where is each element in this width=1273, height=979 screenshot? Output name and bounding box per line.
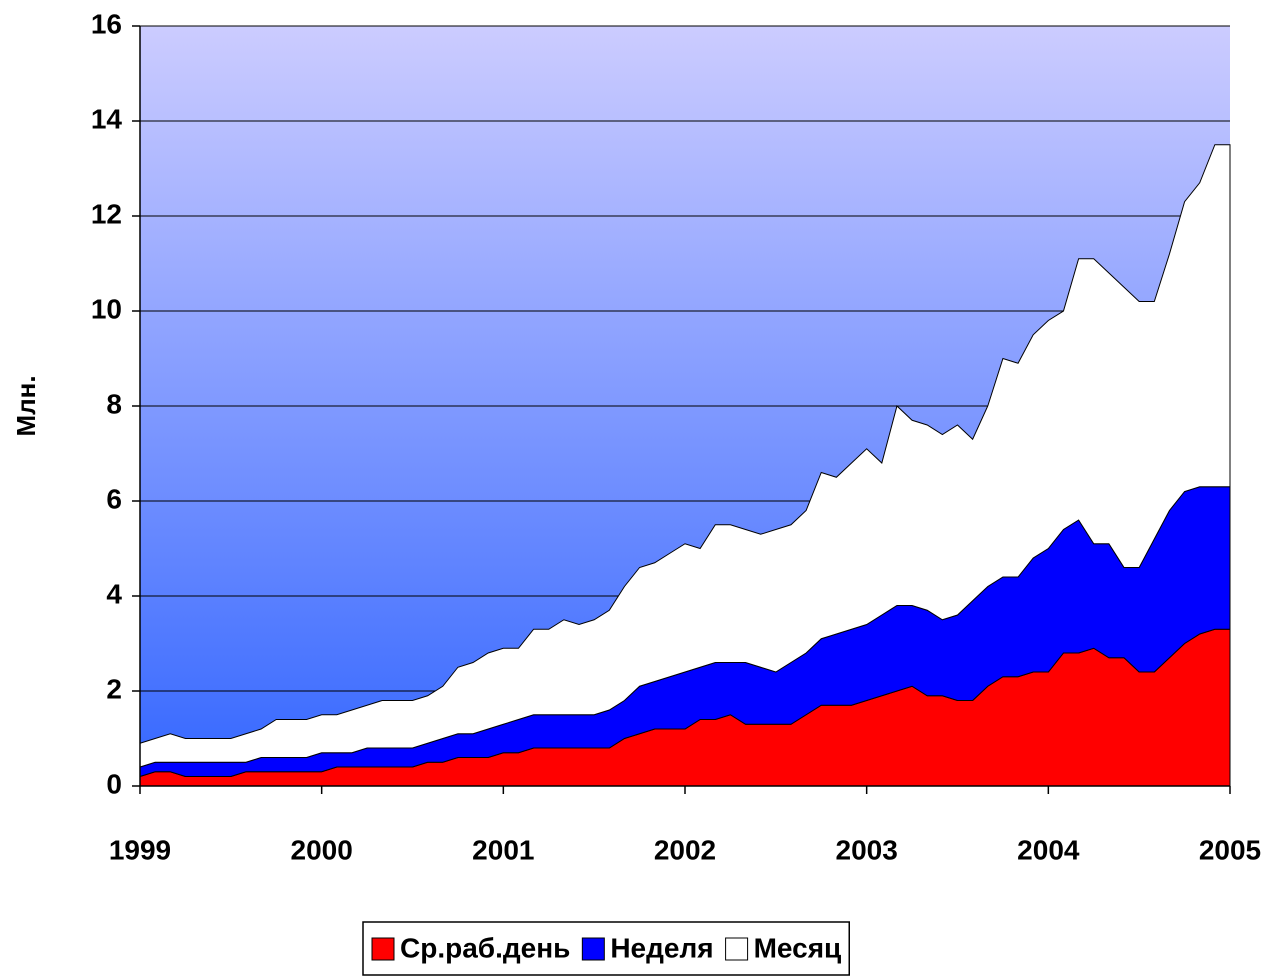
y-tick-label: 2 [106,673,122,704]
legend-swatch [581,937,605,961]
x-tick-label: 1999 [109,834,171,865]
legend-label: Неделя [610,932,713,963]
legend-label: Ср.раб.день [400,932,570,963]
y-tick-label: 0 [106,768,122,799]
legend-swatch [371,937,395,961]
area [139,144,1231,768]
y-tick-label: 8 [106,388,122,419]
y-tick-label: 16 [91,8,122,39]
legend-swatch [725,937,749,961]
x-tick-label: 2000 [291,834,353,865]
y-tick-label: 4 [106,578,122,609]
x-tick-label: 2004 [1017,834,1080,865]
x-tick-label: 2002 [654,834,716,865]
y-tick-label: 14 [91,103,123,134]
y-tick-label: 12 [91,198,122,229]
legend: Ср.раб.день Неделя Месяц [362,921,850,976]
x-tick-label: 2003 [836,834,898,865]
y-axis-label: Млн. [11,375,41,436]
x-tick-label: 2001 [472,834,534,865]
x-tick-label: 2005 [1199,834,1261,865]
y-tick-label: 10 [91,293,122,324]
legend-label: Месяц [754,932,842,963]
y-tick-label: 6 [106,483,122,514]
legend-box [362,921,850,976]
